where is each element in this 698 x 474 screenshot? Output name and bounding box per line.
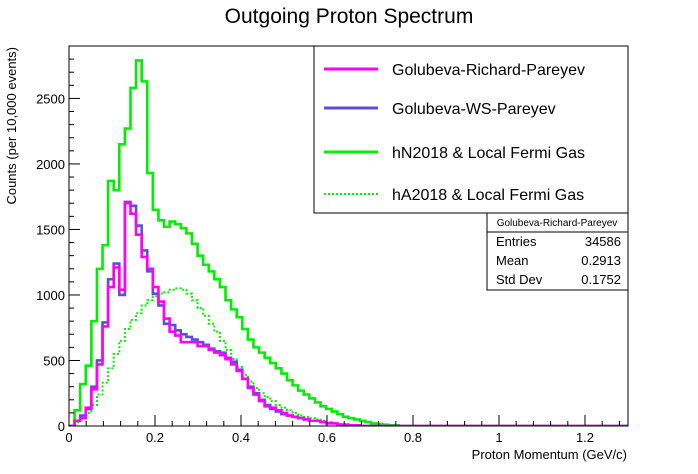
series-0-histogram (69, 201, 628, 426)
stats-entries-label: Entries (496, 234, 537, 249)
legend-label-3: hA2018 & Local Fermi Gas (392, 187, 584, 204)
y-tick-label: 2500 (36, 91, 65, 106)
stats-stddev-value: 0.1752 (581, 272, 621, 287)
axis-layer: 0 0.2 0.4 0.6 0.8 1 1.2 0 500 1000 1500 2000 2500 (36, 58, 620, 445)
x-tick-label: 0.2 (146, 430, 164, 445)
x-tick-label: 0.6 (318, 430, 336, 445)
stats-box-title: Golubeva-Richard-Pareyev (497, 218, 618, 229)
y-tick-label: 0 (58, 419, 65, 434)
series-layer (69, 59, 628, 426)
y-tick-label: 500 (43, 353, 65, 368)
x-tick-label: 0 (65, 430, 72, 445)
chart-title: Outgoing Proton Spectrum (225, 5, 474, 28)
legend: Golubeva-Richard-Pareyev Golubeva-WS-Pare… (313, 45, 629, 214)
y-tick-label: 1000 (36, 288, 65, 303)
stats-stddev-label: Std Dev (496, 272, 543, 287)
x-tick-label: 1 (495, 430, 502, 445)
y-axis-label: Counts (per 10,000 events) (4, 47, 19, 205)
stats-mean-label: Mean (496, 253, 529, 268)
x-tick-label: 0.8 (404, 430, 422, 445)
stats-box-frame (486, 212, 629, 291)
legend-label-1: Golubeva-WS-Pareyev (392, 101, 556, 118)
y-tick-label: 2000 (36, 157, 65, 172)
legend-label-0: Golubeva-Richard-Pareyev (392, 62, 585, 79)
series-2-histogram (69, 59, 628, 426)
legend-box (313, 45, 629, 214)
x-axis-label: Proton Momentum (GeV/c) (472, 447, 627, 462)
stats-box: Golubeva-Richard-Pareyev Entries 34586 M… (486, 212, 629, 291)
legend-label-2: hN2018 & Local Fermi Gas (392, 145, 585, 162)
x-tick-label: 1.2 (576, 430, 594, 445)
stats-mean-value: 0.2913 (581, 253, 621, 268)
stats-entries-value: 34586 (585, 234, 621, 249)
series-1-histogram (69, 200, 628, 426)
x-tick-label: 0.4 (232, 430, 250, 445)
y-tick-label: 1500 (36, 222, 65, 237)
